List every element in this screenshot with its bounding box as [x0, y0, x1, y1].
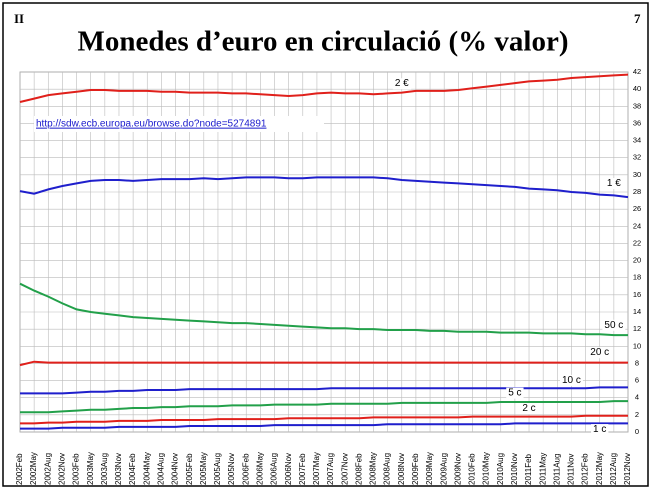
- x-tick-label: 2012Nov: [623, 453, 632, 485]
- y-tick-label: 18: [633, 273, 641, 282]
- x-tick-label: 2002May: [29, 452, 38, 485]
- x-tick-label: 2011Aug: [552, 454, 561, 485]
- source-link[interactable]: http://sdw.ecb.europa.eu/browse.do?node=…: [36, 119, 267, 130]
- x-tick-label: 2007May: [312, 452, 321, 485]
- x-tick-label: 2012Aug: [609, 453, 618, 485]
- x-tick-label: 2011Feb: [524, 453, 533, 485]
- x-tick-label: 2009May: [425, 452, 434, 485]
- x-tick-label: 2006Aug: [270, 453, 279, 485]
- y-tick-label: 10: [633, 341, 641, 350]
- series-label: 10 c: [562, 375, 581, 386]
- x-tick-label: 2012May: [595, 452, 604, 485]
- x-tick-label: 2005May: [199, 452, 208, 485]
- x-tick-label: 2005Feb: [185, 453, 194, 485]
- x-tick-label: 2003Nov: [114, 453, 123, 485]
- series-label-bg: [602, 319, 626, 331]
- y-tick-label: 0: [635, 427, 639, 436]
- y-tick-label: 30: [633, 170, 641, 179]
- y-tick-label: 24: [633, 221, 641, 230]
- x-tick-label: 2002Nov: [58, 453, 67, 485]
- x-tick-label: 2009Feb: [411, 453, 420, 485]
- x-tick-label: 2005Aug: [213, 453, 222, 485]
- x-tick-label: 2008Nov: [397, 453, 406, 485]
- chart-title: Monedes d’euro en circulació (% valor): [77, 26, 568, 58]
- series-label: 1 €: [607, 178, 621, 189]
- y-tick-label: 4: [635, 393, 639, 402]
- x-tick-label: 2004Aug: [157, 453, 166, 485]
- x-tick-label: 2005Nov: [227, 453, 236, 485]
- series-label: 50 c: [604, 320, 623, 331]
- series-label: 1 c: [593, 424, 606, 435]
- series-label: 20 c: [590, 347, 609, 358]
- y-tick-label: 34: [633, 136, 641, 145]
- x-tick-label: 2002Feb: [15, 453, 24, 485]
- x-tick-label: 2012Feb: [581, 453, 590, 485]
- x-tick-label: 2010Nov: [510, 453, 519, 485]
- x-tick-label: 2004Nov: [171, 453, 180, 485]
- series-line: [20, 400, 628, 414]
- x-tick-label: 2006May: [255, 452, 264, 485]
- y-tick-label: 40: [633, 84, 641, 93]
- series-line: [19, 282, 628, 337]
- y-tick-label: 20: [633, 256, 641, 265]
- y-tick-label: 8: [635, 358, 639, 367]
- series-line: [19, 176, 629, 199]
- x-tick-label: 2007Aug: [326, 453, 335, 485]
- series-label: 5 c: [508, 388, 521, 399]
- x-tick-label: 2004Feb: [128, 453, 137, 485]
- link-box: [34, 116, 324, 132]
- x-tick-label: 2008Feb: [354, 453, 363, 485]
- series-line: [20, 422, 628, 430]
- series-label-bg: [506, 387, 524, 399]
- y-tick-label: 38: [633, 101, 641, 110]
- y-tick-label: 12: [633, 324, 641, 333]
- series-label: 2 c: [522, 403, 535, 414]
- x-tick-label: 2009Nov: [453, 453, 462, 485]
- x-tick-label: 2008Aug: [383, 453, 392, 485]
- series-line: [20, 386, 628, 395]
- y-tick-label: 14: [633, 307, 641, 316]
- x-tick-label: 2003Feb: [72, 453, 81, 485]
- series-label: 2 €: [395, 78, 409, 89]
- x-tick-label: 2007Nov: [340, 453, 349, 485]
- y-tick-label: 2: [635, 410, 639, 419]
- x-tick-label: 2009Aug: [439, 453, 448, 485]
- series-line: [19, 73, 629, 103]
- x-tick-label: 2006Feb: [241, 453, 250, 485]
- page-left: II: [14, 11, 24, 26]
- y-tick-label: 22: [633, 238, 641, 247]
- y-tick-label: 32: [633, 153, 641, 162]
- y-tick-label: 42: [633, 67, 641, 76]
- y-tick-label: 6: [635, 376, 639, 385]
- series-label-bg: [520, 403, 538, 415]
- x-tick-label: 2002Aug: [43, 453, 52, 485]
- x-tick-label: 2007Feb: [298, 453, 307, 485]
- x-tick-label: 2011May: [538, 453, 547, 485]
- y-tick-label: 28: [633, 187, 641, 196]
- series-label-bg: [588, 347, 612, 359]
- y-tick-label: 36: [633, 118, 641, 127]
- x-tick-label: 2004May: [142, 452, 151, 485]
- series-label-bg: [591, 424, 609, 436]
- series-line: [20, 414, 628, 425]
- x-tick-label: 2006Nov: [284, 453, 293, 485]
- x-tick-label: 2010Feb: [468, 453, 477, 485]
- y-tick-label: 16: [633, 290, 641, 299]
- x-tick-label: 2010May: [482, 452, 491, 485]
- plot: 0246810121416182022242628303234363840422…: [15, 67, 641, 485]
- y-tick-label: 26: [633, 204, 641, 213]
- x-tick-label: 2008May: [369, 452, 378, 485]
- series-line: [19, 360, 628, 367]
- x-tick-label: 2003Aug: [100, 453, 109, 485]
- series-label-bg: [559, 374, 583, 386]
- x-tick-label: 2010Aug: [496, 453, 505, 485]
- x-tick-label: 2003May: [86, 452, 95, 485]
- x-tick-label: 2011Nov: [567, 454, 576, 485]
- series-label-bg: [604, 178, 624, 190]
- series-label-bg: [392, 78, 412, 90]
- page-right: 7: [634, 11, 641, 26]
